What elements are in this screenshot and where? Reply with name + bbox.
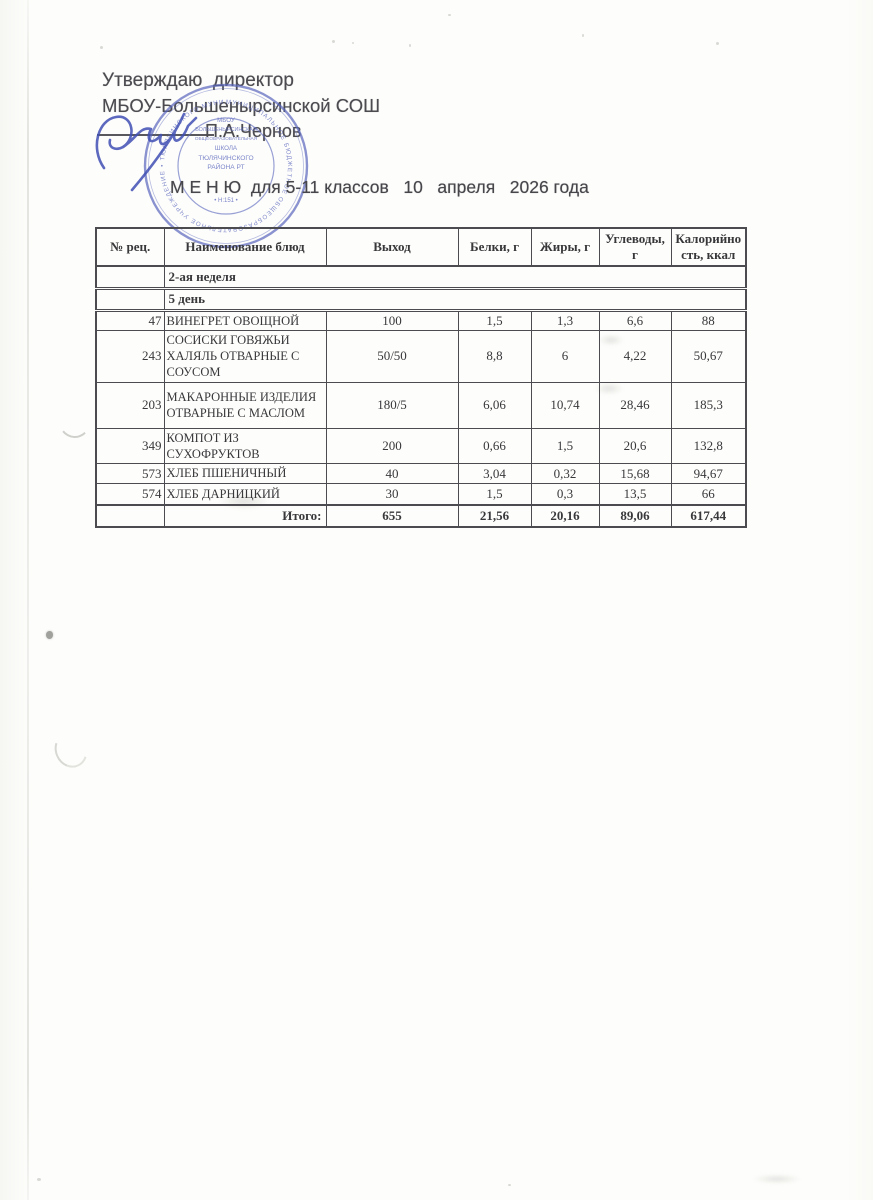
scan-speck <box>582 34 584 37</box>
totals-protein-cell: 21,56 <box>457 503 532 527</box>
scan-smudge <box>752 1174 802 1184</box>
protein-cell: 0,66 <box>457 427 532 464</box>
dish-name-cell: ВИНЕГРЕТ ОВОЩНОЙ <box>163 309 327 331</box>
protein-cell: 1,5 <box>457 483 532 505</box>
dish-name-cell: МАКАРОННЫЕ ИЗДЕЛИЯ ОТВАРНЫЕ С МАСЛОМ <box>163 381 327 429</box>
recipe-no-cell <box>95 287 165 312</box>
calories-cell: 94,67 <box>670 463 747 484</box>
director-name: П.А.Чернов <box>205 121 302 141</box>
output-cell: 40 <box>325 463 459 484</box>
calories-cell: 66 <box>670 483 747 505</box>
signature-underline <box>97 134 214 136</box>
totals-fat-cell: 20,16 <box>530 503 600 527</box>
totals-output-cell: 655 <box>325 503 459 527</box>
scan-speck <box>508 1184 511 1186</box>
menu-dish-row: 574 ХЛЕБ ДАРНИЦКИЙ 30 1,5 0,3 13,5 66 <box>95 483 747 505</box>
protein-cell: 1,5 <box>457 309 532 331</box>
protein-cell: 3,04 <box>457 463 532 484</box>
stamp-code-line: • Н:151 • <box>214 198 238 204</box>
menu-title: М Е Н Ю для 5-11 классов 10 апреля 2026 … <box>170 177 589 197</box>
ink-spot <box>46 631 53 639</box>
dish-name-cell: СОСИСКИ ГОВЯЖЬИ ХАЛЯЛЬ ОТВАРНЫЕ С СОУСОМ <box>163 329 327 383</box>
recipe-no-cell: 349 <box>95 427 165 464</box>
recipe-no-cell: 47 <box>95 309 165 331</box>
day-row: 5 день <box>95 287 747 312</box>
stamp-center-line: МБОУ <box>217 117 235 124</box>
scan-speck <box>448 14 451 16</box>
totals-carbs-cell: 89,06 <box>598 503 672 527</box>
menu-dish-row: 573 ХЛЕБ ПШЕНИЧНЫЙ 40 3,04 0,32 15,68 94,67 <box>95 463 747 484</box>
scan-speck <box>100 46 103 49</box>
scan-curl-mark <box>56 398 94 440</box>
dish-name-cell: КОМПОТ ИЗ СУХОФРУКТОВ <box>163 427 327 464</box>
menu-dish-row: 243 СОСИСКИ ГОВЯЖЬИ ХАЛЯЛЬ ОТВАРНЫЕ С СОУ… <box>95 329 747 383</box>
menu-dish-row: 349 КОМПОТ ИЗ СУХОФРУКТОВ 200 0,66 1,5 20,6 13… <box>95 427 747 464</box>
stamp-center-line: ТЮЛЯЧИНСКОГО <box>198 155 253 162</box>
menu-dish-row: 47 ВИНЕГРЕТ ОВОЩНОЙ 100 1,5 1,3 6,6 88 <box>95 309 747 331</box>
menu-table-body: 2-ая неделя 5 день 47 ВИНЕГРЕТ ОВОЩНОЙ 100 1,… <box>95 265 747 527</box>
col-header-carbs: Углеводы, г <box>598 227 672 267</box>
handwritten-signature <box>95 112 198 192</box>
dish-name-cell: ХЛЕБ ДАРНИЦКИЙ <box>163 483 327 505</box>
menu-dish-row: 203 МАКАРОННЫЕ ИЗДЕЛИЯ ОТВАРНЫЕ С МАСЛОМ 1… <box>95 381 747 429</box>
fat-cell: 1,3 <box>530 309 600 331</box>
protein-cell: 8,8 <box>457 329 532 383</box>
scan-speck <box>352 42 354 44</box>
scan-speck <box>37 1178 41 1181</box>
recipe-no-cell: 574 <box>95 483 165 505</box>
output-cell: 200 <box>325 427 459 464</box>
output-cell: 100 <box>325 309 459 331</box>
protein-cell: 6,06 <box>457 381 532 429</box>
calories-cell: 88 <box>670 309 747 331</box>
recipe-no-cell <box>95 265 165 290</box>
totals-label: Итого: <box>163 503 327 527</box>
calories-cell: 132,8 <box>670 427 747 464</box>
section-label: 5 день <box>163 287 747 312</box>
carbs-cell: 28,46 <box>598 381 672 429</box>
recipe-no-cell: 573 <box>95 463 165 484</box>
stamp-center-line: ШКОЛА <box>215 145 238 152</box>
stamp-center-line: РАЙОНА РТ <box>207 162 244 171</box>
scan-speck <box>716 42 719 45</box>
section-label: 2-ая неделя <box>163 265 747 290</box>
fat-cell: 6 <box>530 329 600 383</box>
fat-cell: 0,3 <box>530 483 600 505</box>
calories-cell: 50,67 <box>670 329 747 383</box>
menu-table: № рец. Наименование блюд Выход Белки, г … <box>95 227 747 528</box>
output-cell: 30 <box>325 483 459 505</box>
stamp-center-line: БОЛЬШЕНЫРСИНСКАЯ <box>195 127 257 133</box>
carbs-cell: 6,6 <box>598 309 672 331</box>
totals-row: Итого: 655 21,56 20,16 89,06 617,44 <box>95 503 747 527</box>
dish-name-cell: ХЛЕБ ПШЕНИЧНЫЙ <box>163 463 327 484</box>
carbs-cell: 4,22 <box>598 329 672 383</box>
paper-edge-line <box>27 0 29 1200</box>
col-header-recipe-no: № рец. <box>95 227 165 267</box>
fat-cell: 1,5 <box>530 427 600 464</box>
recipe-no-cell: 203 <box>95 381 165 429</box>
col-header-fat: Жиры, г <box>530 227 600 267</box>
calories-cell: 185,3 <box>670 381 747 429</box>
col-header-dish-name: Наименование блюд <box>163 227 327 267</box>
school-stamp: МУНИЦИПАЛЬНОЕ БЮДЖЕТНОЕ ОБЩЕОБРАЗОВАТЕЛЬ… <box>140 80 309 249</box>
carbs-cell: 20,6 <box>598 427 672 464</box>
output-cell: 50/50 <box>325 329 459 383</box>
stamp-center-line: ОБЩЕОБРАЗОВАТЕЛЬНАЯ <box>195 136 258 142</box>
menu-table-header: № рец. Наименование блюд Выход Белки, г … <box>95 227 747 267</box>
week-row: 2-ая неделя <box>95 265 747 290</box>
totals-calories-cell: 617,44 <box>670 503 747 527</box>
recipe-no-cell: 243 <box>95 329 165 383</box>
carbs-cell: 15,68 <box>598 463 672 484</box>
col-header-protein: Белки, г <box>457 227 532 267</box>
fat-cell: 0,32 <box>530 463 600 484</box>
scan-speck <box>409 44 411 47</box>
recipe-no-cell <box>95 503 165 527</box>
scan-speck <box>332 40 335 43</box>
scan-arc-mark <box>48 726 94 774</box>
carbs-cell: 13,5 <box>598 483 672 505</box>
col-header-calories: Калорийно сть, ккал <box>670 227 747 267</box>
fat-cell: 10,74 <box>530 381 600 429</box>
output-cell: 180/5 <box>325 381 459 429</box>
col-header-output: Выход <box>325 227 459 267</box>
